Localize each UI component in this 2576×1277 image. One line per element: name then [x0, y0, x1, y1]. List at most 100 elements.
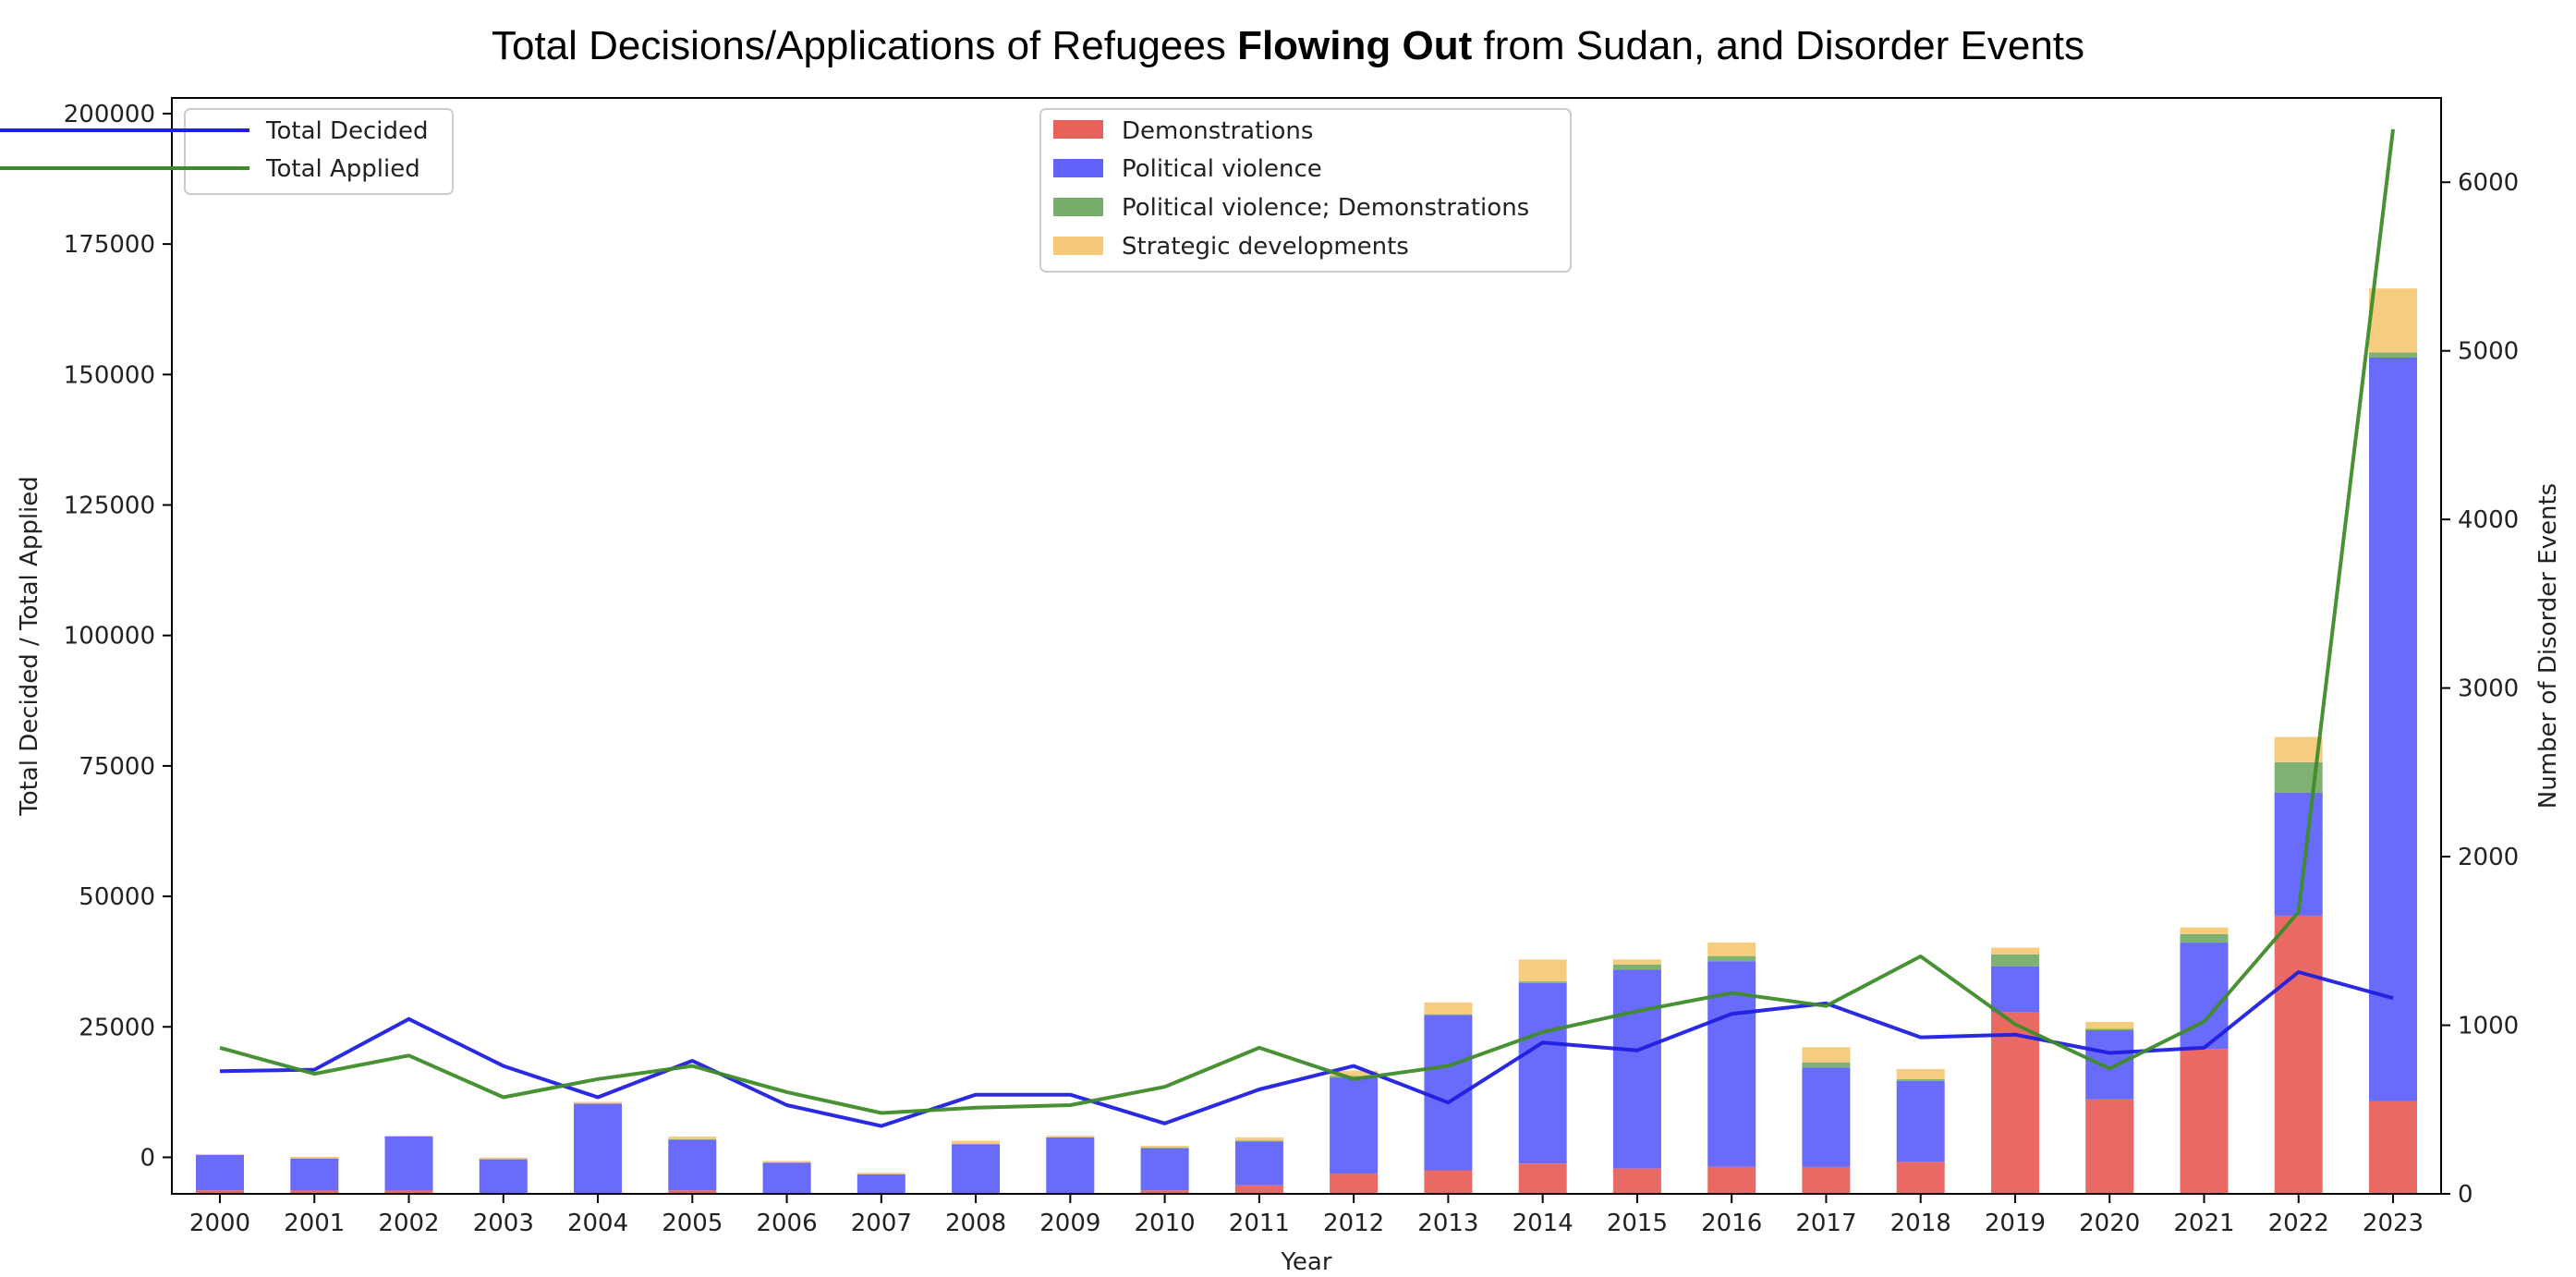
bar-political-violence-demonstrations-2012 — [1330, 1076, 1379, 1078]
x-tick-label-2006: 2006 — [756, 1210, 817, 1237]
legend-bar-swatch-mixed — [1053, 198, 1103, 216]
x-tick-label-2011: 2011 — [1229, 1210, 1290, 1237]
x-tick-label-2017: 2017 — [1795, 1210, 1856, 1237]
bar-strategic-developments-2023 — [2369, 288, 2417, 353]
y-left-tick-label-100000: 100000 — [64, 623, 155, 651]
bar-political-violence-2000 — [196, 1155, 244, 1191]
x-tick-label-2020: 2020 — [2079, 1210, 2140, 1237]
bar-strategic-developments-2004 — [574, 1101, 622, 1104]
x-tick-label-2014: 2014 — [1513, 1210, 1574, 1237]
bar-political-violence-2020 — [2085, 1030, 2134, 1100]
y-right-tick-label-4000: 4000 — [2458, 506, 2519, 534]
y-left-tick-label-200000: 200000 — [64, 101, 155, 128]
bar-strategic-developments-2017 — [1802, 1047, 1851, 1063]
legend-bar-label-mixed: Political violence; Demonstrations — [1122, 194, 1529, 222]
x-tick-label-2018: 2018 — [1890, 1210, 1951, 1237]
x-tick-label-2012: 2012 — [1323, 1210, 1384, 1237]
bar-political-violence-demonstrations-2013 — [1424, 1014, 1473, 1016]
chart-title-part-2: Flowing Out — [1237, 23, 1473, 68]
bar-political-violence-2001 — [290, 1158, 339, 1191]
line-total-decided — [219, 970, 2394, 1128]
plot-frame — [171, 97, 2442, 1195]
bar-strategic-developments-2015 — [1612, 959, 1661, 965]
bar-political-violence-demonstrations-2005 — [668, 1138, 717, 1140]
bar-strategic-developments-2000 — [196, 1154, 244, 1155]
y-left-tick-label-175000: 175000 — [64, 231, 155, 259]
bar-demonstrations-2017 — [1802, 1166, 1851, 1194]
y-left-tick-label-50000: 50000 — [79, 883, 155, 911]
bar-strategic-developments-2001 — [290, 1156, 339, 1159]
bar-political-violence-demonstrations-2015 — [1612, 964, 1661, 970]
bar-political-violence-demonstrations-2014 — [1518, 981, 1567, 983]
bar-demonstrations-2002 — [384, 1190, 433, 1194]
legend-bar-swatch-strategic — [1053, 237, 1103, 255]
bar-strategic-developments-2021 — [2180, 927, 2229, 934]
bar-political-violence-2015 — [1612, 969, 1661, 1169]
x-tick-label-2000: 2000 — [189, 1210, 250, 1237]
y-right-tick-label-3000: 3000 — [2458, 675, 2519, 703]
bar-political-violence-demonstrations-2019 — [1991, 954, 2039, 967]
y-axis-left-label: Total Decided / Total Applied — [16, 476, 43, 817]
bar-strategic-developments-2020 — [2085, 1021, 2134, 1029]
y-left-tick-label-150000: 150000 — [64, 361, 155, 389]
bar-demonstrations-2018 — [1896, 1161, 1945, 1194]
bar-political-violence-2022 — [2274, 792, 2323, 916]
bar-political-violence-2023 — [2369, 358, 2417, 1101]
y-left-tick-label-75000: 75000 — [79, 753, 155, 781]
bar-demonstrations-2001 — [290, 1190, 339, 1194]
bar-layer — [196, 288, 2417, 1194]
bar-political-violence-demonstrations-2020 — [2085, 1028, 2134, 1030]
y-left-tick-label-25000: 25000 — [79, 1014, 155, 1041]
line-layer — [219, 128, 2395, 1128]
legend-lines: Total Decided Total Applied — [0, 108, 454, 195]
chart-title-part-1: Total Decisions/Applications of Refugees — [492, 23, 1237, 68]
line-total-applied — [219, 128, 2395, 1115]
bar-political-violence-demonstrations-2016 — [1707, 955, 1756, 962]
bar-political-violence-2014 — [1518, 982, 1567, 1164]
y-axis-left: 0 25000 50000 75000 100000 125000 150000 175000… — [64, 101, 172, 1172]
x-tick-label-2015: 2015 — [1607, 1210, 1668, 1237]
legend-bars: Demonstrations Political violence Politi… — [1039, 108, 1572, 273]
bar-demonstrations-2013 — [1424, 1170, 1473, 1194]
bar-demonstrations-2011 — [1234, 1185, 1283, 1194]
bar-strategic-developments-2012 — [1330, 1070, 1379, 1076]
bar-political-violence-demonstrations-2021 — [2180, 934, 2229, 943]
bar-demonstrations-2012 — [1330, 1174, 1379, 1194]
x-axis: 2000 2001 2002 2003 2004 2005 2006 2007 2008 2009… — [189, 1194, 2424, 1237]
bar-strategic-developments-2022 — [2274, 736, 2323, 762]
x-tick-label-2009: 2009 — [1039, 1210, 1100, 1237]
bar-political-violence-demonstrations-2010 — [1140, 1147, 1189, 1149]
x-axis-label: Year — [1280, 1248, 1331, 1276]
legend-bars-box — [1039, 108, 1572, 273]
bar-demonstrations-2019 — [1991, 1011, 2039, 1194]
bar-political-violence-2008 — [952, 1144, 1001, 1194]
y-right-tick-label-0: 0 — [2458, 1181, 2473, 1209]
bar-strategic-developments-2008 — [952, 1140, 1001, 1145]
bar-political-violence-2011 — [1234, 1141, 1283, 1186]
bar-demonstrations-2010 — [1140, 1190, 1189, 1194]
bar-demonstrations-2015 — [1612, 1168, 1661, 1194]
x-tick-label-2013: 2013 — [1417, 1210, 1478, 1237]
x-tick-label-2007: 2007 — [851, 1210, 912, 1237]
x-tick-label-2003: 2003 — [473, 1210, 534, 1237]
bar-political-violence-2019 — [1991, 966, 2039, 1012]
legend-bar-label-political-violence: Political violence — [1122, 155, 1322, 183]
y-left-tick-label-0: 0 — [140, 1144, 155, 1172]
x-tick-label-2021: 2021 — [2173, 1210, 2234, 1237]
x-tick-label-2022: 2022 — [2268, 1210, 2329, 1237]
y-axis-right-label: Number of Disorder Events — [2534, 483, 2562, 809]
bar-strategic-developments-2006 — [762, 1161, 811, 1163]
bar-strategic-developments-2010 — [1140, 1146, 1189, 1148]
bar-demonstrations-2016 — [1707, 1166, 1756, 1194]
y-left-tick-label-125000: 125000 — [64, 493, 155, 520]
bar-political-violence-2009 — [1046, 1137, 1095, 1194]
bar-political-violence-demonstrations-2011 — [1234, 1140, 1283, 1142]
bar-demonstrations-2020 — [2085, 1099, 2134, 1194]
legend-bar-label-demonstrations: Demonstrations — [1122, 117, 1313, 145]
bar-strategic-developments-2014 — [1518, 959, 1567, 982]
bar-strategic-developments-2003 — [479, 1157, 528, 1160]
bar-demonstrations-2005 — [668, 1190, 717, 1194]
x-tick-label-2010: 2010 — [1135, 1210, 1196, 1237]
y-right-tick-label-1000: 1000 — [2458, 1013, 2519, 1040]
